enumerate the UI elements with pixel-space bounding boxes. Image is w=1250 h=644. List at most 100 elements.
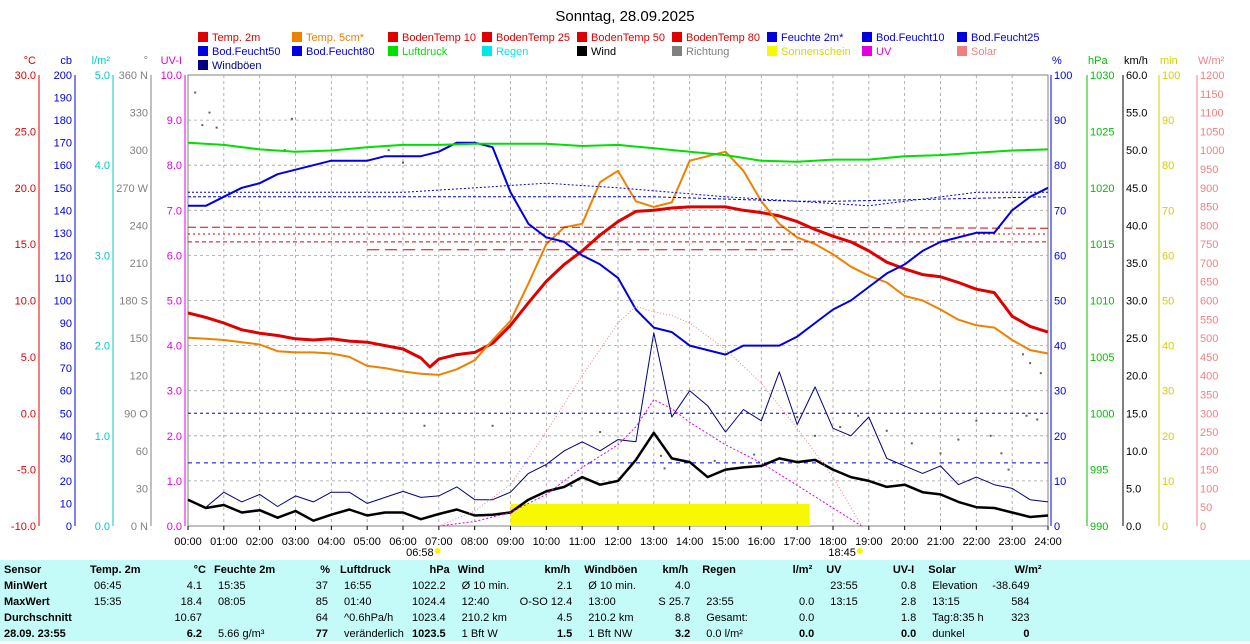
axis-tick-label: 1030 xyxy=(1090,70,1114,82)
legend-label: Solar xyxy=(971,46,997,58)
stats-cell: 06:45 xyxy=(94,580,122,592)
axis-unit: hPa xyxy=(1088,55,1108,67)
stats-cell: 210.2 km xyxy=(461,612,507,624)
axis-tick-label: 10.0 xyxy=(15,296,36,308)
stats-cell xyxy=(826,628,874,644)
sunset-marker xyxy=(856,548,863,554)
axis-tick-label: 10.0 xyxy=(1126,446,1147,458)
stats-cell: 18.4 xyxy=(180,596,202,608)
legend-label: Bod.Feucht50 xyxy=(212,46,281,58)
wind-direction-point xyxy=(1021,353,1024,356)
stats-row-label: Durchschnitt xyxy=(4,612,72,624)
axis-tick-label: 7.0 xyxy=(167,205,182,217)
axis-tick-label: 30 xyxy=(1162,386,1174,398)
stats-cell: 1 Bft W xyxy=(461,628,498,640)
x-tick-label: 23:00 xyxy=(998,536,1026,548)
stats-cell: 210.2 km xyxy=(588,612,634,624)
axis-tick-label: 850 xyxy=(1200,202,1218,214)
legend-swatch xyxy=(292,46,302,56)
wind-direction-point xyxy=(713,459,716,462)
stats-cell: ^0.6hPa/h xyxy=(344,612,394,624)
x-tick-label: 01:00 xyxy=(210,536,238,548)
axis-tick-label: 20.0 xyxy=(1126,371,1147,383)
axis-tick-label: 15.0 xyxy=(15,239,36,251)
x-tick-label: 08:00 xyxy=(461,536,489,548)
axis-tick-label: 130 xyxy=(54,228,72,240)
axis-tick-label: 9.0 xyxy=(167,115,182,127)
axis-tick-label: 4.0 xyxy=(95,160,110,172)
axis-tick-label: 800 xyxy=(1200,220,1218,232)
stats-row: 28.09. 23:55 6.2 5.66 g/m³ 77 veränderlich 10… xyxy=(4,628,1042,644)
stats-header: hPa xyxy=(429,564,450,576)
axis-tick-label: 990 xyxy=(1090,521,1108,533)
axis-tick-label: 50 xyxy=(1200,502,1212,514)
stats-cell: 0.0 xyxy=(900,628,917,640)
stats-row-label: MinWert xyxy=(4,580,48,592)
axis-tick-label: 0 xyxy=(1054,521,1060,533)
stats-cell: 16:55 xyxy=(344,580,372,592)
legend-label: Windböen xyxy=(212,60,262,72)
stats-cell: 85 xyxy=(315,596,328,608)
axis-tick-label: 1.0 xyxy=(95,431,110,443)
axis-tick-label: 150 xyxy=(1200,465,1218,477)
x-tick-label: 06:00 xyxy=(389,536,417,548)
axis-tick-label: 10 xyxy=(1162,476,1174,488)
stats-cell: 13:15 xyxy=(830,596,858,608)
series-line-luftdruck xyxy=(187,141,1049,163)
legend-label: Richtung xyxy=(686,46,729,58)
axis-tick-label: 20 xyxy=(1054,431,1066,443)
stats-header-row: Sensor Temp. 2m °C Feuchte 2m % Luftdruc… xyxy=(4,564,1042,580)
wind-direction-point xyxy=(570,484,573,487)
stats-header: l/m² xyxy=(792,564,813,576)
legend-swatch xyxy=(577,46,587,56)
x-tick-label: 21:00 xyxy=(927,536,955,548)
stats-cell xyxy=(214,612,302,628)
axis-tick-label: 90 xyxy=(1162,115,1174,127)
stats-cell: 3.2 xyxy=(674,628,691,640)
axis-tick-label: 1015 xyxy=(1090,239,1114,251)
plot-area xyxy=(187,91,1049,527)
x-tick-label: 17:00 xyxy=(783,536,811,548)
legend-label: Bod.Feucht25 xyxy=(971,32,1040,44)
axis-tick-label: 10 xyxy=(1054,476,1066,488)
axis-tick-label: 300 xyxy=(130,145,148,157)
axis-unit: W/m² xyxy=(1198,55,1225,67)
x-tick-label: 04:00 xyxy=(318,536,346,548)
x-tick-label: 03:00 xyxy=(282,536,310,548)
legend-label: BodenTemp 10 xyxy=(402,32,476,44)
legend-swatch xyxy=(482,32,492,42)
axis-tick-label: 40 xyxy=(1054,341,1066,353)
axis-tick-label: 3.0 xyxy=(167,386,182,398)
legend-label: BodenTemp 50 xyxy=(591,32,665,44)
axis-tick-label: 1005 xyxy=(1090,352,1114,364)
x-tick-label: 14:00 xyxy=(676,536,704,548)
axis-tick-label: 90 xyxy=(1054,115,1066,127)
axis-tick-label: 350 xyxy=(1200,389,1218,401)
axis-tick-label: 2.0 xyxy=(167,431,182,443)
stats-cell: O-SO 12.4 xyxy=(519,596,573,608)
wind-direction-point xyxy=(545,464,548,467)
stats-row: Durchschnitt 10.67 64 ^0.6hPa/h 1023.4 210.2 … xyxy=(4,612,1042,628)
weather-chart: Sonntag, 28.09.2025 Temp. 2m Temp. 5cm* Bo… xyxy=(11,8,1225,559)
wind-direction-point xyxy=(910,442,913,445)
axis-tick-label: 1020 xyxy=(1090,183,1114,195)
axis-tick-label: 400 xyxy=(1200,371,1218,383)
legend-label: BodenTemp 25 xyxy=(496,32,570,44)
x-tick-label: 16:00 xyxy=(748,536,776,548)
axis-tick-label: 80 xyxy=(60,341,72,353)
stats-header: Regen xyxy=(702,564,736,576)
axis-tick-label: 1010 xyxy=(1090,296,1114,308)
wind-direction-point xyxy=(885,429,888,432)
stats-cell: 4.5 xyxy=(556,612,573,624)
legend-label: Temp. 5cm* xyxy=(306,32,365,44)
series-line-solar xyxy=(438,306,863,527)
axis-tick-label: 40 xyxy=(60,431,72,443)
axis-tick-label: 60 xyxy=(136,446,148,458)
axis-tick-label: 2.0 xyxy=(95,341,110,353)
stats-cell: 4.1 xyxy=(186,580,202,592)
axis-tick-label: 200 xyxy=(1200,446,1218,458)
axis-tick-label: 600 xyxy=(1200,296,1218,308)
wind-direction-point xyxy=(491,424,494,427)
axis-tick-label: 4.0 xyxy=(167,341,182,353)
wind-direction-point xyxy=(599,431,602,434)
